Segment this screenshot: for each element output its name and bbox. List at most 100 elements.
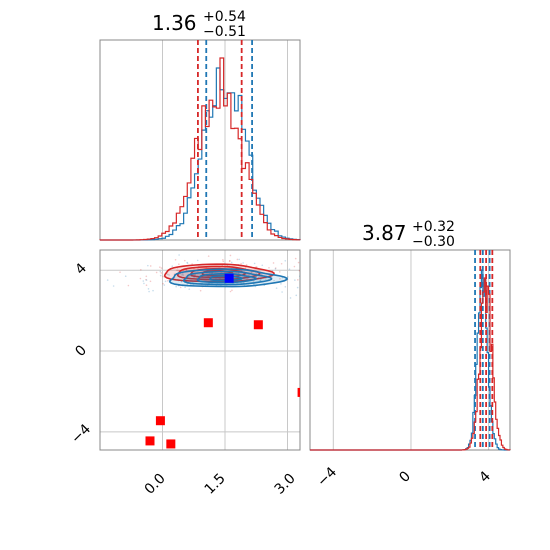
joint-sample-point [142,280,145,282]
hist-top-blue-step [100,67,301,241]
joint-sample-point [186,262,189,264]
title-param2: 3.87 [362,221,407,245]
joint-sample-point [289,297,292,299]
title-param1-sub: −0.51 [203,24,246,40]
joint-sample-point [119,271,121,273]
joint-sample-point [178,263,180,265]
joint-sample-point [145,278,147,281]
joint-sample-point [253,262,256,265]
joint-sample-point [222,259,224,261]
joint-sample-point [148,290,150,293]
joint-sample-point [175,285,177,288]
x1-tick-label: 3.0 [272,471,299,498]
joint-sample-point [181,273,183,276]
joint-sample-point [268,266,270,269]
joint-marker-red [203,318,213,328]
joint-marker-red [253,320,263,330]
joint-sample-point [315,273,317,275]
joint-sample-point [168,274,170,276]
joint-sample-point [139,277,142,280]
joint-sample-point [280,283,282,285]
joint-sample-point [297,261,300,264]
joint-sample-point [299,275,300,277]
joint-sample-point [196,259,199,262]
joint-sample-point [179,286,182,289]
title-param1-value: 1.36 [152,11,197,35]
joint-sample-point [306,277,308,279]
joint-sample-point [274,267,277,269]
joint-sample-point [250,271,253,274]
joint-sample-point [272,262,275,264]
joint-sample-point [231,289,233,292]
joint-sample-point [124,275,127,278]
joint-sample-point [145,275,148,278]
y2-tick-label: 0 [72,342,90,360]
joint-sample-point [162,275,164,278]
joint-frame [99,249,301,451]
joint-sample-point [143,282,145,285]
joint-sample-point [176,269,178,272]
joint-sample-point [259,279,262,282]
joint-sample-point [273,279,275,282]
joint-sample-point [191,263,193,265]
joint-sample-point [207,255,210,257]
joint-sample-point [275,287,278,289]
joint-sample-point [371,271,373,273]
joint-sample-point [240,262,242,265]
joint-sample-point [166,280,169,282]
title-param1-sup: +0.54 [203,9,246,25]
joint-sample-point [255,266,258,268]
joint-sample-point [188,288,191,290]
joint-sample-point [296,286,299,289]
joint-sample-point [284,259,287,262]
joint-sample-point [261,264,264,267]
title-param1: 1.36 [152,11,197,35]
joint-sample-point [127,284,130,287]
joint-sample-point [305,281,307,283]
joint-sample-point [298,269,300,272]
joint-sample-point [164,280,167,283]
joint-sample-point [159,266,161,268]
joint-sample-point [284,285,287,288]
joint-sample-point [160,272,163,274]
joint-sample-point [155,271,158,274]
joint-sample-point [288,268,291,271]
joint-sample-point [294,257,297,260]
joint-sample-point [297,279,299,281]
joint-sample-point [274,268,277,270]
joint-sample-point [280,262,283,265]
joint-sample-point [265,278,267,280]
x2-tick-label: 0 [396,468,414,486]
joint-marker-red [155,416,165,426]
title-param2-sup: +0.32 [412,219,455,235]
joint-inner [106,254,373,449]
joint-sample-point [281,291,283,293]
joint-sample-point [229,254,232,257]
joint-sample-point [183,259,186,262]
joint-sample-point [228,260,231,262]
joint-sample-point [112,285,115,287]
joint-sample-point [184,286,186,289]
joint-sample-point [177,269,179,272]
joint-sample-point [171,265,174,268]
joint-marker-red [166,439,176,449]
y2-tick-label: −4 [68,421,94,447]
joint-sample-point [306,267,308,269]
joint-sample-point [293,265,296,268]
x1-tick-label: 0.0 [142,471,169,498]
joint-sample-point [152,289,154,292]
joint-sample-point [250,271,253,274]
joint-sample-point [278,271,281,273]
joint-sample-point [180,281,183,283]
joint-sample-point [313,274,315,276]
x2-tick-label: 4 [476,468,494,486]
joint-sample-point [242,262,244,264]
joint-sample-point [186,261,188,264]
joint-sample-point [279,277,281,280]
hist-right-red-step [310,277,511,451]
joint-marker-red [145,436,155,446]
joint-sample-point [247,274,250,276]
joint-sample-point [139,268,142,271]
joint-sample-point [313,275,315,277]
hist-top-frame [99,39,301,241]
